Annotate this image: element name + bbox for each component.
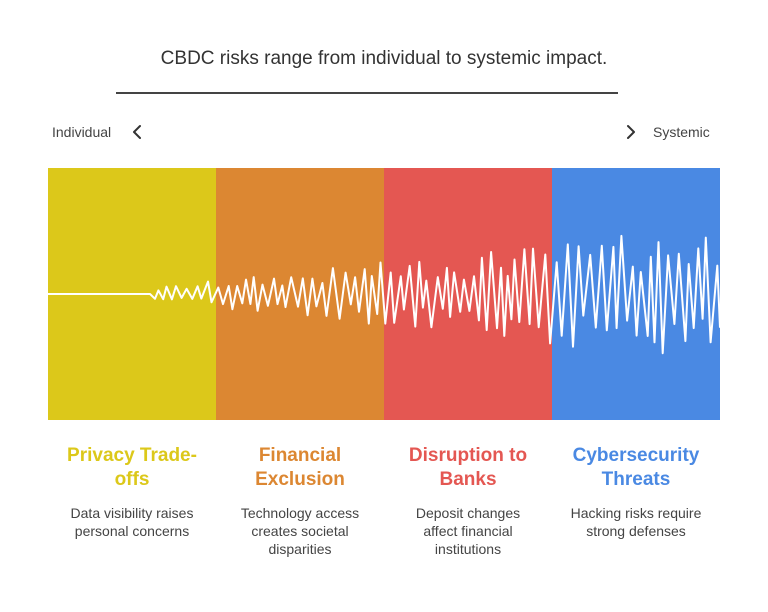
banks-title: Disruption to Banks [408, 445, 528, 490]
cyber-description: Hacking risks require strong defenses [570, 505, 702, 539]
title-divider [116, 92, 618, 94]
chevron-right-icon [627, 125, 635, 139]
column-cyber: Cybersecurity Threats Hacking risks requ… [552, 444, 720, 540]
column-banks: Disruption to Banks Deposit changes affe… [384, 444, 552, 558]
privacy-description: Data visibility raises personal concerns [70, 505, 194, 539]
risk-waveform [48, 234, 720, 355]
scale-left-label: Individual [52, 124, 112, 140]
page-title: CBDC risks range from individual to syst… [160, 48, 608, 69]
exclusion-title: Financial Exclusion [255, 445, 345, 490]
privacy-title: Privacy Trade-offs [67, 445, 197, 490]
column-privacy: Privacy Trade-offs Data visibility raise… [48, 444, 216, 540]
cyber-title: Cybersecurity Threats [572, 445, 700, 490]
banks-description: Deposit changes affect financial institu… [415, 505, 521, 557]
chevron-left-icon [133, 125, 141, 139]
column-exclusion: Financial Exclusion Technology access cr… [216, 444, 384, 558]
exclusion-description: Technology access creates societal dispa… [240, 505, 360, 557]
scale-right-label: Systemic [653, 124, 710, 140]
